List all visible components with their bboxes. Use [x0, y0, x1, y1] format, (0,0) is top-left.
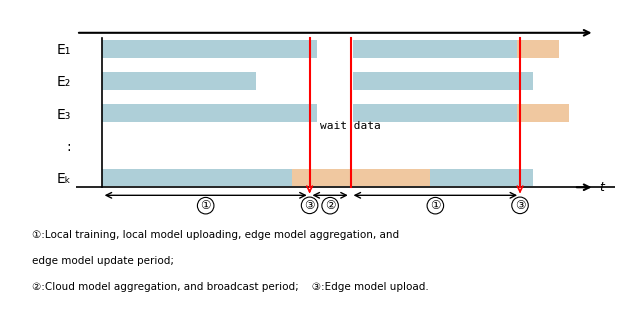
Text: wait data: wait data — [320, 121, 380, 131]
Bar — [353, 169, 533, 186]
Text: edge model update period;: edge model update period; — [32, 256, 174, 266]
Bar — [292, 169, 353, 186]
Bar — [353, 169, 430, 186]
Text: ③: ③ — [304, 199, 315, 212]
Text: ①: ① — [430, 199, 441, 212]
Text: ①: ① — [200, 199, 211, 212]
Text: ②:Cloud model aggregation, and broadcast period;    ③:Edge model upload.: ②:Cloud model aggregation, and broadcast… — [32, 282, 429, 292]
Bar — [101, 104, 317, 122]
Text: t: t — [600, 181, 604, 194]
Bar — [353, 104, 533, 122]
Bar — [353, 40, 533, 58]
Text: ①:Local training, local model uploading, edge model aggregation, and: ①:Local training, local model uploading,… — [32, 230, 399, 239]
Text: ③: ③ — [515, 199, 526, 212]
Bar — [517, 40, 559, 58]
Bar — [101, 169, 317, 186]
Text: ②: ② — [325, 199, 335, 212]
Bar — [517, 104, 569, 122]
Bar — [353, 72, 533, 90]
Bar — [101, 40, 317, 58]
Bar — [101, 72, 256, 90]
